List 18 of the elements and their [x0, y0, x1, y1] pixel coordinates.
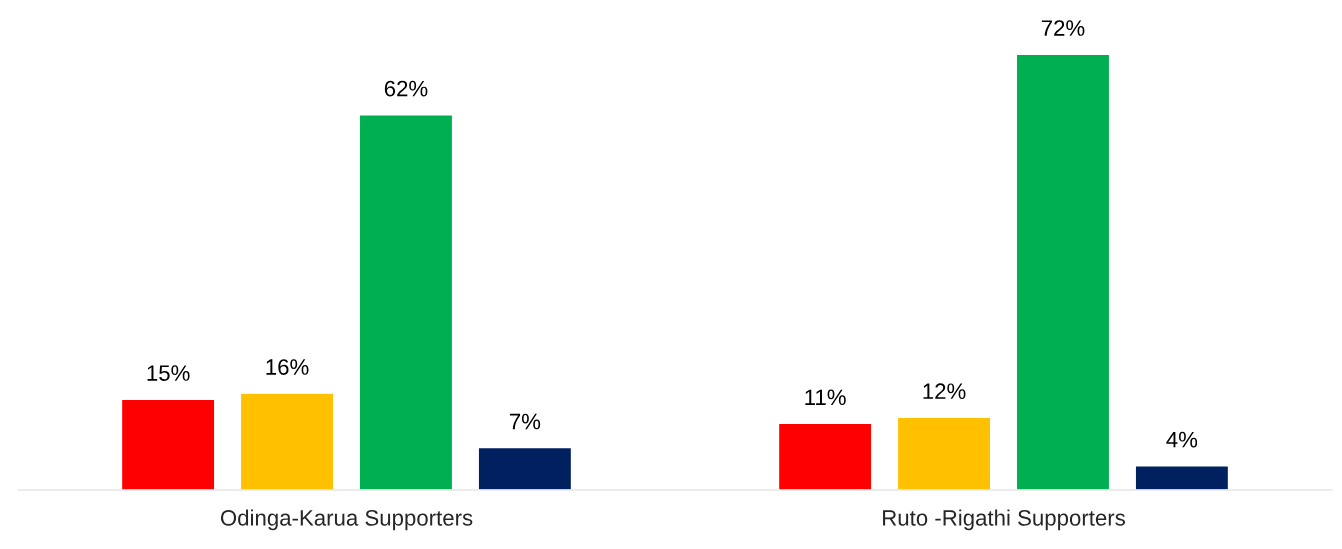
bar [239, 392, 335, 490]
bar [777, 422, 873, 490]
data-label: 7% [509, 413, 541, 430]
data-label: 72% [1041, 20, 1085, 36]
x-tick-label: Ruto -Rigathi Supporters [883, 509, 1125, 531]
data-label: 4% [1166, 431, 1198, 448]
data-label: 62% [384, 80, 428, 97]
bar [477, 446, 573, 490]
bar [896, 416, 992, 490]
data-label: 15% [147, 365, 190, 381]
bar [358, 114, 454, 490]
bar [1015, 53, 1111, 490]
data-label: 12% [923, 383, 966, 399]
x-tick-label: Odinga-Karua Supporters [220, 509, 473, 531]
data-label: 11% [805, 389, 846, 406]
bar [1134, 465, 1230, 490]
bar [120, 398, 216, 490]
data-label: 16% [266, 359, 309, 375]
